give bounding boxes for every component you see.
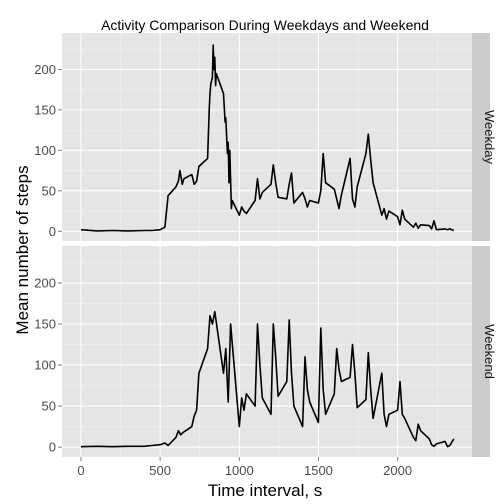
panel-background bbox=[62, 246, 472, 457]
y-tick-label: 150 bbox=[34, 316, 56, 331]
y-tick-label: 200 bbox=[34, 275, 56, 290]
x-tick-label: 500 bbox=[149, 463, 171, 478]
y-tick-label: 0 bbox=[49, 224, 56, 239]
facet-strip-label: Weekend bbox=[482, 324, 497, 379]
x-tick-label: 1500 bbox=[304, 463, 333, 478]
x-tick-label: 2000 bbox=[383, 463, 412, 478]
x-tick-label: 1000 bbox=[225, 463, 254, 478]
x-axis-ticks: 0 500 1000 1500 2000 bbox=[77, 457, 412, 478]
y-tick-label: 150 bbox=[34, 102, 56, 117]
y-tick-label: 200 bbox=[34, 62, 56, 77]
y-axis-title: Mean number of steps bbox=[13, 165, 32, 334]
x-tick-label: 0 bbox=[77, 463, 84, 478]
y-tick-label: 0 bbox=[49, 440, 56, 455]
y-tick-label: 100 bbox=[34, 358, 56, 373]
y-tick-label: 50 bbox=[42, 183, 56, 198]
series-line-weekend bbox=[80, 310, 455, 448]
series-line-weekday bbox=[80, 44, 455, 232]
facet-weekday: 0 50 100 150 200 Weekday bbox=[34, 33, 497, 241]
y-tick-label: 100 bbox=[34, 143, 56, 158]
chart-title: Activity Comparison During Weekdays and … bbox=[101, 17, 429, 33]
facet-panels: 0 50 100 150 200 Weekday 0 50 100 150 200 Weekend bbox=[34, 33, 497, 457]
x-axis-title: Time interval, s bbox=[208, 481, 323, 500]
facet-strip-label: Weekday bbox=[482, 110, 497, 164]
facet-strip bbox=[472, 246, 490, 457]
facet-weekend: 0 50 100 150 200 Weekend bbox=[34, 246, 497, 457]
y-tick-label: 50 bbox=[42, 399, 56, 414]
panel-background bbox=[62, 33, 472, 241]
facet-strip bbox=[472, 33, 490, 241]
